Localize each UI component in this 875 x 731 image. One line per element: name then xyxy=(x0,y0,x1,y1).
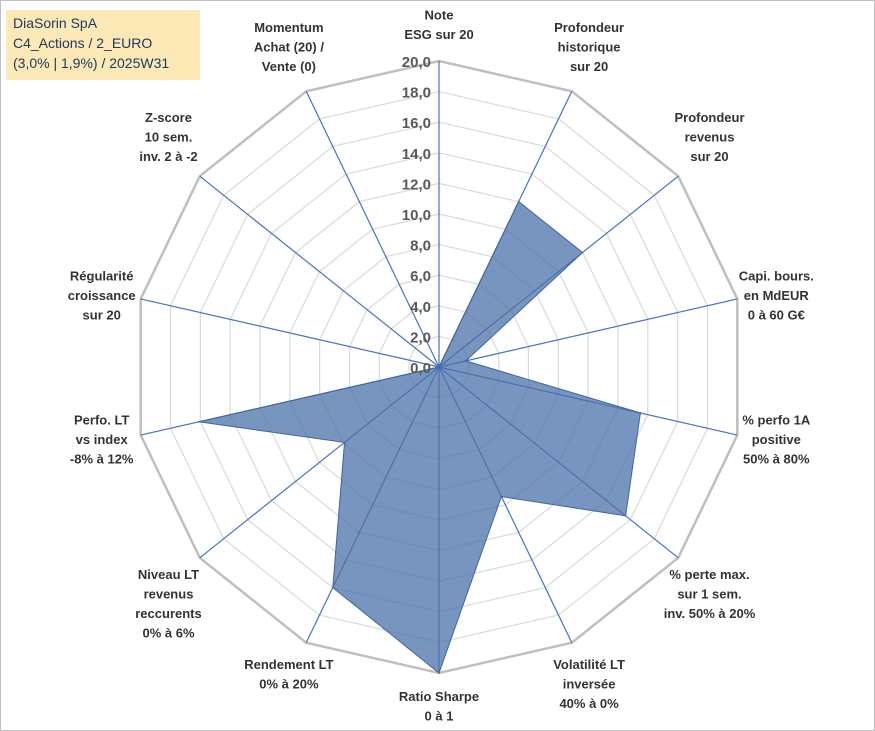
axis-label-line: historique xyxy=(558,40,621,55)
axis-label: % perfo 1A positive 50% à 80% xyxy=(742,413,811,467)
axis-label-line: Volatilité LT xyxy=(553,657,625,672)
axis-label: Capi. bours. en MdEUR 0 à 60 G€ xyxy=(739,268,814,322)
axis-label-line: ESG sur 20 xyxy=(404,27,473,42)
axis-label-line: 0 à 60 G€ xyxy=(748,307,805,322)
axis-label: Perfo. LT vs index -8% à 12% xyxy=(70,413,134,467)
axis-label: Profondeur historique sur 20 xyxy=(554,20,624,74)
axis-label: Rendement LT 0% à 20% xyxy=(244,657,333,692)
axis-label-line: 0% à 6% xyxy=(142,626,194,641)
axis-label-line: 0% à 20% xyxy=(259,676,319,691)
axis-label: Momentum Achat (20) / Vente (0) xyxy=(254,20,324,74)
axis-label-line: Note xyxy=(425,8,454,23)
axis-label-line: 40% à 0% xyxy=(559,696,619,711)
axis-label-line: positive xyxy=(752,432,801,447)
axis-label-line: sur 20 xyxy=(570,59,608,74)
axis-label-line: sur 1 sem. xyxy=(677,587,741,602)
axis-label-line: revenus xyxy=(685,130,735,145)
axis-label-line: Capi. bours. xyxy=(739,268,814,283)
tick-label: 14,0 xyxy=(402,146,431,163)
axis-spoke xyxy=(140,298,440,368)
axis-label-line: sur 20 xyxy=(690,149,728,164)
axis-label-line: Niveau LT xyxy=(138,567,199,582)
axis-label-line: inv. 50% à 20% xyxy=(664,606,756,621)
series-point xyxy=(639,412,642,414)
series-point xyxy=(624,515,627,517)
axis-spoke xyxy=(199,175,440,368)
axis-label-line: Régularité xyxy=(70,268,134,283)
axis-label-line: Z-score xyxy=(145,110,192,125)
title-box: DiaSorin SpA C4_Actions / 2_EURO (3,0% |… xyxy=(6,10,200,80)
axis-labels: Note ESG sur 20 Profondeur historique sur 20… xyxy=(68,8,814,724)
series-area xyxy=(198,200,641,674)
axis-label-line: sur 20 xyxy=(83,307,121,322)
title-line-company: DiaSorin SpA xyxy=(13,15,98,31)
axis-spoke xyxy=(438,298,738,368)
series-point xyxy=(517,200,520,203)
axis-label-line: 0 à 1 xyxy=(425,709,454,724)
axis-label: % perte max. sur 1 sem. inv. 50% à 20% xyxy=(664,567,756,621)
tick-label: 10,0 xyxy=(402,207,431,224)
axis-label-line: inversée xyxy=(563,676,616,691)
tick-label: 18,0 xyxy=(402,85,431,102)
series-point xyxy=(500,495,503,498)
axis-label-line: Profondeur xyxy=(554,20,624,35)
axis-label-line: 10 sem. xyxy=(145,130,193,145)
series-point xyxy=(198,421,200,423)
tick-label: 4,0 xyxy=(410,299,431,316)
axis-label-line: Rendement LT xyxy=(244,657,333,672)
axis-label-line: Ratio Sharpe xyxy=(399,689,479,704)
axis-label-line: % perte max. xyxy=(669,567,749,582)
axis-label-line: vs index xyxy=(76,432,129,447)
axis-label-line: % perfo 1A xyxy=(742,413,811,428)
series-point xyxy=(465,360,467,362)
axis-label-line: Achat (20) / xyxy=(254,40,324,55)
series-point xyxy=(438,672,440,674)
title-line-category: C4_Actions / 2_EURO xyxy=(13,35,153,51)
series-point xyxy=(438,366,440,368)
axis-label: Note ESG sur 20 xyxy=(404,8,473,43)
tick-label: 0,0 xyxy=(410,360,431,377)
axis-label-line: 50% à 80% xyxy=(743,452,810,467)
axis-spoke xyxy=(305,91,440,368)
axis-label-line: Momentum xyxy=(254,20,323,35)
title-line-period: (3,0% | 1,9%) / 2025W31 xyxy=(13,55,170,71)
series-point xyxy=(343,441,346,444)
series-point xyxy=(332,586,334,589)
series-point xyxy=(581,251,584,254)
axis-label: Régularité croissance sur 20 xyxy=(68,268,136,322)
axis-label-line: inv. 2 à -2 xyxy=(139,149,197,164)
axis-label-line: reccurents xyxy=(135,606,201,621)
axis-label: Niveau LT revenus reccurents 0% à 6% xyxy=(135,567,201,641)
axis-label-line: revenus xyxy=(144,587,194,602)
axis-label: Ratio Sharpe 0 à 1 xyxy=(399,689,479,724)
radial-tick-labels: 0,0 2,0 4,0 6,0 8,0 10,0 12,0 14,0 16,0 18,0 20,0 xyxy=(402,54,431,377)
tick-label: 6,0 xyxy=(410,268,431,285)
axis-label-line: croissance xyxy=(68,288,136,303)
tick-label: 20,0 xyxy=(402,54,431,71)
axis-label: Volatilité LT inversée 40% à 0% xyxy=(553,657,625,711)
axis-label-line: Profondeur xyxy=(674,110,744,125)
axis-label-line: Vente (0) xyxy=(262,59,316,74)
axis-label-line: Perfo. LT xyxy=(74,413,129,428)
axis-label-line: en MdEUR xyxy=(744,288,810,303)
radar-series xyxy=(198,200,642,674)
tick-label: 12,0 xyxy=(402,176,431,193)
axis-label: Profondeur revenus sur 20 xyxy=(674,110,744,164)
tick-label: 16,0 xyxy=(402,115,431,132)
axis-label: Z-score 10 sem. inv. 2 à -2 xyxy=(139,110,197,164)
tick-label: 2,0 xyxy=(410,329,431,346)
tick-label: 8,0 xyxy=(410,238,431,255)
axis-label-line: -8% à 12% xyxy=(70,452,134,467)
